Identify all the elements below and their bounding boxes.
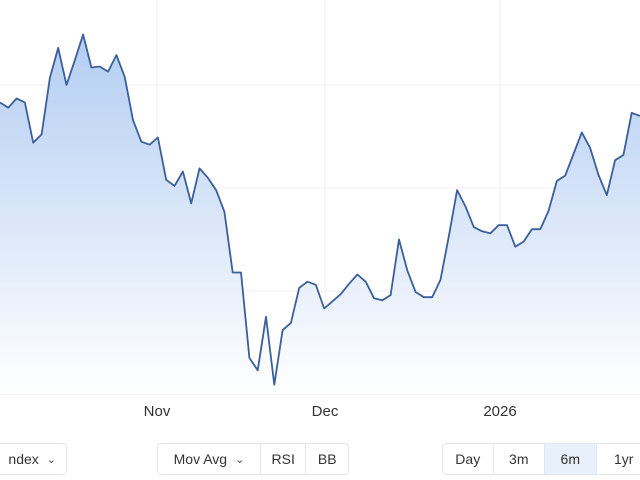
mov-avg-label: Mov Avg: [173, 451, 228, 467]
index-select-label: ndex: [8, 451, 39, 467]
index-select[interactable]: ndex ⌄: [0, 443, 67, 475]
range-group: Day 3m 6m 1yr: [442, 443, 640, 475]
price-line: [0, 33, 640, 386]
range-3m-button[interactable]: 3m: [494, 444, 546, 474]
range-6m-button[interactable]: 6m: [545, 444, 597, 474]
chevron-down-icon: ⌄: [235, 453, 245, 466]
x-tick-label-nov: Nov: [144, 403, 171, 420]
x-tick-label-2026: 2026: [483, 403, 516, 420]
x-tick-label-dec: Dec: [312, 403, 339, 420]
bb-button[interactable]: BB: [317, 451, 337, 467]
price-area-fill: [0, 34, 640, 394]
chevron-down-icon: ⌄: [46, 453, 56, 466]
index-select-button[interactable]: ndex ⌄: [0, 444, 66, 474]
price-chart: Nov Dec 2026: [0, 0, 640, 420]
indicator-group: Mov Avg ⌄ RSI BB: [157, 443, 349, 475]
range-day-button[interactable]: Day: [443, 444, 494, 474]
range-1yr-button[interactable]: 1yr: [614, 451, 634, 467]
rsi-button[interactable]: RSI: [261, 444, 307, 474]
mov-avg-select[interactable]: Mov Avg ⌄: [158, 444, 261, 474]
